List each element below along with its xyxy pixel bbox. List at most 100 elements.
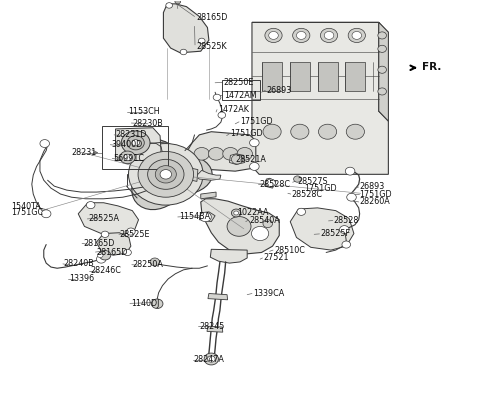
- Circle shape: [86, 202, 95, 209]
- Text: 1022AA: 1022AA: [237, 208, 269, 217]
- Circle shape: [198, 38, 205, 44]
- Circle shape: [297, 31, 306, 39]
- Text: 28528C: 28528C: [259, 180, 290, 188]
- Text: 1751GD: 1751GD: [360, 190, 392, 198]
- Circle shape: [101, 231, 109, 238]
- Circle shape: [237, 147, 252, 160]
- Text: 28250E: 28250E: [224, 78, 254, 87]
- Circle shape: [96, 255, 106, 263]
- Text: 28525F: 28525F: [321, 229, 350, 238]
- Polygon shape: [201, 199, 279, 254]
- Circle shape: [40, 140, 49, 147]
- Polygon shape: [210, 249, 247, 263]
- Text: 28231D: 28231D: [116, 130, 147, 139]
- Circle shape: [347, 193, 356, 201]
- Circle shape: [138, 151, 193, 197]
- Text: 1153CH: 1153CH: [129, 107, 160, 116]
- Text: 1751GD: 1751GD: [304, 184, 337, 193]
- Text: 28247A: 28247A: [193, 355, 225, 364]
- Text: 28525K: 28525K: [196, 42, 227, 51]
- Text: 28231: 28231: [71, 148, 96, 157]
- Text: 26893: 26893: [360, 183, 385, 191]
- Text: 28240B: 28240B: [64, 259, 95, 268]
- Text: FR.: FR.: [422, 62, 441, 72]
- Circle shape: [180, 49, 187, 55]
- Circle shape: [121, 131, 150, 154]
- Text: 28540A: 28540A: [249, 215, 280, 225]
- Circle shape: [223, 147, 238, 160]
- Text: 39400D: 39400D: [112, 140, 143, 149]
- Text: 28521A: 28521A: [235, 155, 266, 164]
- Text: 28245: 28245: [199, 322, 225, 331]
- Circle shape: [148, 159, 184, 189]
- Polygon shape: [379, 23, 388, 121]
- Circle shape: [218, 112, 226, 118]
- Text: 28510C: 28510C: [274, 246, 305, 255]
- Text: 28525A: 28525A: [88, 214, 120, 223]
- Circle shape: [319, 124, 336, 139]
- Text: 1472AM: 1472AM: [224, 91, 256, 100]
- Polygon shape: [207, 326, 223, 332]
- Circle shape: [342, 241, 350, 248]
- Circle shape: [250, 139, 259, 147]
- Polygon shape: [132, 139, 212, 209]
- Circle shape: [352, 31, 361, 39]
- Polygon shape: [252, 23, 388, 121]
- Circle shape: [348, 29, 365, 42]
- Circle shape: [150, 258, 159, 266]
- Bar: [290, 62, 310, 91]
- Circle shape: [175, 0, 180, 4]
- Circle shape: [266, 179, 276, 187]
- Circle shape: [132, 140, 140, 146]
- Circle shape: [166, 3, 172, 8]
- Text: 28165D: 28165D: [83, 239, 114, 248]
- Polygon shape: [252, 23, 388, 174]
- Circle shape: [378, 88, 386, 95]
- Circle shape: [291, 124, 309, 139]
- Circle shape: [321, 29, 337, 42]
- Circle shape: [124, 154, 132, 160]
- Bar: [318, 62, 337, 91]
- Circle shape: [324, 31, 334, 39]
- Text: 1751GC: 1751GC: [11, 209, 43, 217]
- Circle shape: [250, 162, 259, 170]
- Polygon shape: [186, 167, 198, 181]
- Bar: [102, 126, 168, 169]
- Circle shape: [200, 212, 211, 222]
- Text: 28527S: 28527S: [297, 177, 327, 186]
- Text: 26893: 26893: [266, 86, 291, 95]
- Text: 28165D: 28165D: [196, 13, 228, 22]
- Polygon shape: [229, 154, 245, 164]
- Circle shape: [194, 147, 209, 160]
- Text: 1140DJ: 1140DJ: [131, 299, 159, 308]
- Bar: [222, 80, 260, 100]
- Circle shape: [346, 124, 364, 139]
- Text: 28260A: 28260A: [360, 198, 390, 206]
- Circle shape: [265, 29, 282, 42]
- Circle shape: [208, 147, 224, 160]
- Polygon shape: [196, 170, 221, 180]
- Circle shape: [207, 356, 215, 362]
- Circle shape: [263, 124, 281, 139]
- Text: 13396: 13396: [69, 274, 94, 283]
- Circle shape: [124, 249, 132, 255]
- Circle shape: [378, 32, 386, 39]
- Text: 28528C: 28528C: [292, 190, 323, 198]
- Circle shape: [213, 94, 221, 101]
- Circle shape: [227, 217, 251, 236]
- Text: 1751GD: 1751GD: [240, 117, 273, 126]
- Bar: [345, 62, 365, 91]
- Text: 1540TA: 1540TA: [11, 202, 41, 211]
- Circle shape: [339, 226, 349, 234]
- Text: 1339CA: 1339CA: [253, 289, 284, 298]
- Circle shape: [293, 29, 310, 42]
- Polygon shape: [208, 293, 228, 300]
- Circle shape: [156, 166, 176, 183]
- Text: 1154BA: 1154BA: [179, 212, 210, 221]
- Polygon shape: [265, 178, 276, 188]
- Text: 28250A: 28250A: [133, 260, 164, 269]
- Polygon shape: [163, 4, 209, 53]
- Circle shape: [297, 208, 306, 215]
- Text: 28528: 28528: [334, 216, 359, 225]
- Circle shape: [269, 31, 278, 39]
